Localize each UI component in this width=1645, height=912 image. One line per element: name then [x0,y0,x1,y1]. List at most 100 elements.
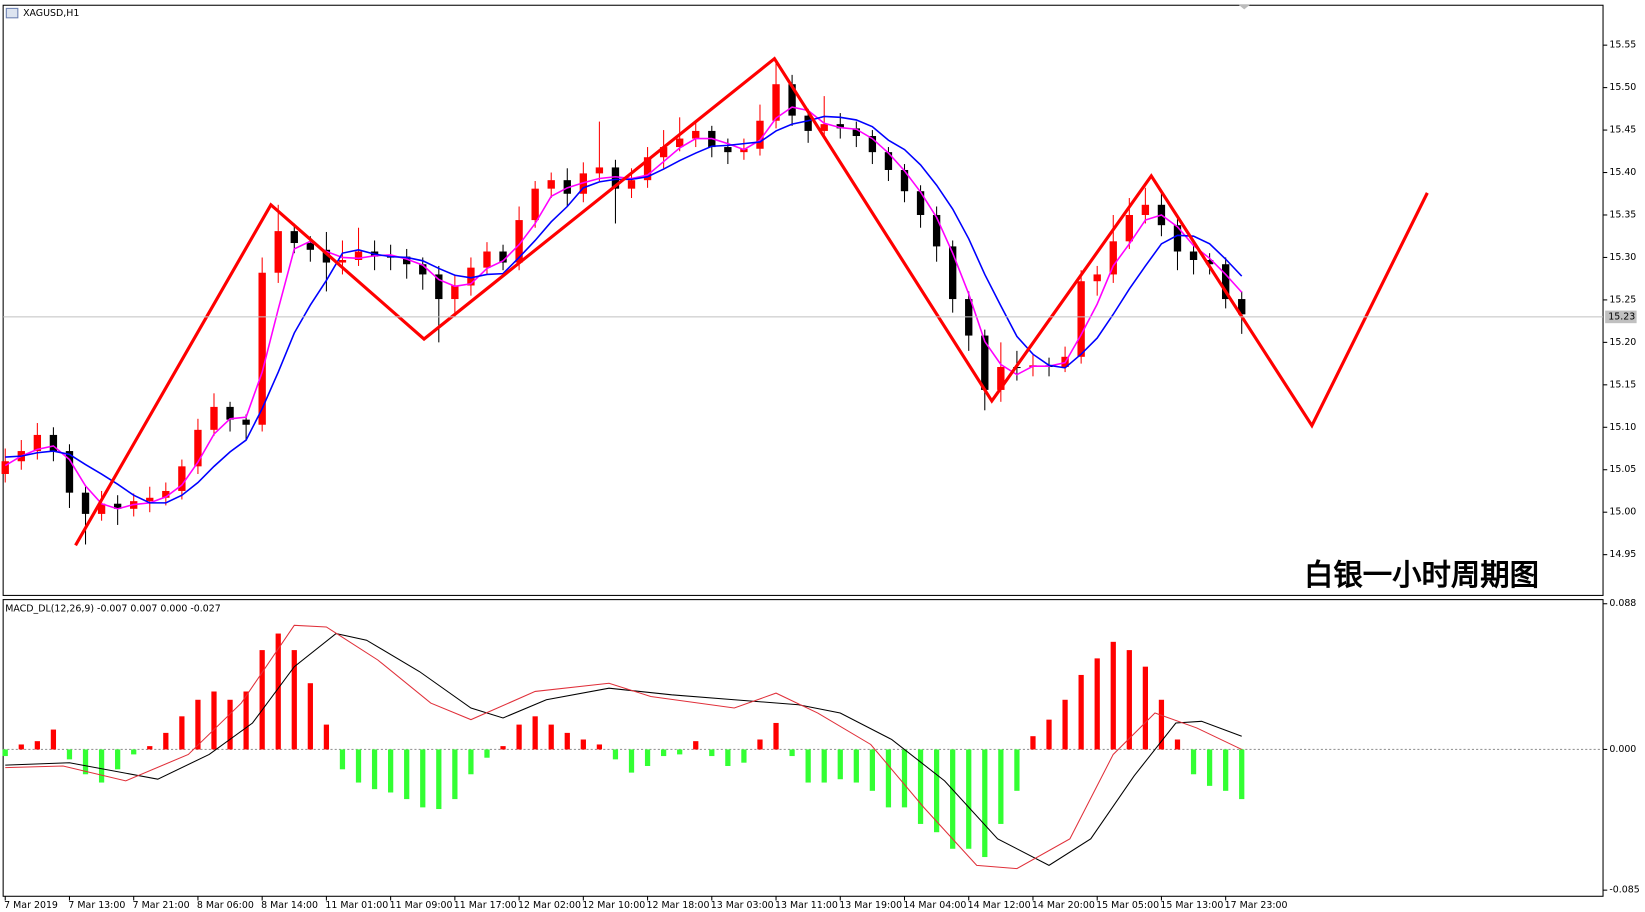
histogram-bar [1110,641,1116,750]
candle-body [338,259,347,263]
candle-body [804,115,812,131]
histogram-bar [516,724,522,750]
histogram-bar [693,741,699,750]
candle-body [547,180,555,189]
histogram-bar [259,650,265,750]
candle-body [772,84,780,121]
price-panel [2,4,1604,596]
histogram-bar [950,749,956,849]
x-tick-label: 8 Mar 14:00 [261,900,318,911]
candle-body [643,157,652,181]
histogram-bar [388,749,394,793]
candle-body [627,180,636,189]
histogram-bar [1223,749,1229,791]
histogram-bar [291,650,297,750]
histogram-bar [339,749,346,770]
macd-line [5,624,1242,870]
candle-body [178,466,186,491]
x-tick-label: 12 Mar 10:00 [582,900,645,911]
candle-body [884,152,893,170]
histogram-bar [885,749,892,808]
histogram-bar [179,716,185,750]
candle-body [595,167,604,174]
y-tick-label: -0.085 [1609,885,1639,896]
x-tick-label: 15 Mar 13:00 [1160,900,1223,911]
candle-body [868,136,877,153]
histogram-bar [725,749,731,766]
x-tick-label: 11 Mar 01:00 [325,900,388,911]
histogram-bar [2,749,8,757]
histogram-bar [644,749,651,766]
histogram-bar [1206,749,1213,786]
histogram-bar [933,749,940,833]
y-tick-label: 0.088 [1609,598,1636,609]
candle-body [290,231,298,244]
histogram-bar [34,741,40,750]
candle-body [997,366,1005,390]
y-tick-label: 15.05 [1609,464,1636,475]
histogram-bar [1158,699,1165,750]
histogram-bar [805,749,811,783]
x-tick-label: 13 Mar 19:00 [839,900,902,911]
y-tick-label: 15.00 [1609,507,1636,518]
candle-body [949,246,957,300]
histogram-bar [821,749,827,783]
histogram-bar [307,683,313,750]
candle-body [579,173,588,194]
histogram-bar [1046,719,1052,750]
histogram-bar [612,749,619,760]
zigzag-line [74,56,1429,547]
histogram-bar [917,749,924,824]
histogram-bar [404,749,410,800]
candle-body [1141,204,1150,215]
histogram-bar [596,744,603,750]
histogram-bar [484,749,490,758]
x-tick-label: 17 Mar 23:00 [1225,900,1288,911]
chart-title: XAGUSD,H1 [23,8,79,19]
histogram-bar [436,749,442,810]
histogram-bar [548,724,554,750]
candle-body [210,406,218,430]
histogram-bar [853,749,859,783]
candle-body [531,188,539,221]
price-tag [1605,310,1637,324]
histogram-bar [82,749,89,775]
histogram-bar [564,732,570,750]
candle-body [1189,251,1198,260]
candle-body [258,272,266,425]
histogram-bar [677,749,683,755]
candle-body [1221,264,1230,300]
histogram-bar [66,749,73,760]
histogram-bar [789,749,795,757]
candle-body [659,147,668,158]
histogram-bar [50,729,57,750]
x-tick-label: 11 Mar 09:00 [390,900,453,911]
x-tick-label: 11 Mar 17:00 [454,900,517,911]
x-tick-label: 13 Mar 11:00 [775,900,838,911]
x-tick-label: 7 Mar 13:00 [68,900,125,911]
histogram-bar [452,749,458,800]
candle-body [692,130,700,139]
histogram-bar [227,699,233,750]
y-tick-label: 15.40 [1609,167,1636,178]
x-tick-label: 8 Mar 06:00 [197,900,254,911]
candle-body [194,429,202,467]
x-tick-label: 7 Mar 21:00 [133,900,190,911]
y-tick-label: 15.55 [1609,40,1636,51]
candle-body [932,214,941,247]
histogram-bar [195,699,201,750]
candle-body [836,124,844,129]
histogram-bar [131,749,137,755]
x-tick-label: 15 Mar 05:00 [1096,900,1159,911]
histogram-bar [1239,749,1245,800]
histogram-bar [1030,736,1036,750]
histogram-bar [1062,699,1068,750]
histogram-bar [115,749,121,770]
histogram-bar [628,749,635,773]
candle-body [981,335,989,390]
histogram-bar [500,746,506,750]
histogram-bar [468,749,474,775]
histogram-bar [1078,674,1084,750]
candle-body [916,191,925,215]
